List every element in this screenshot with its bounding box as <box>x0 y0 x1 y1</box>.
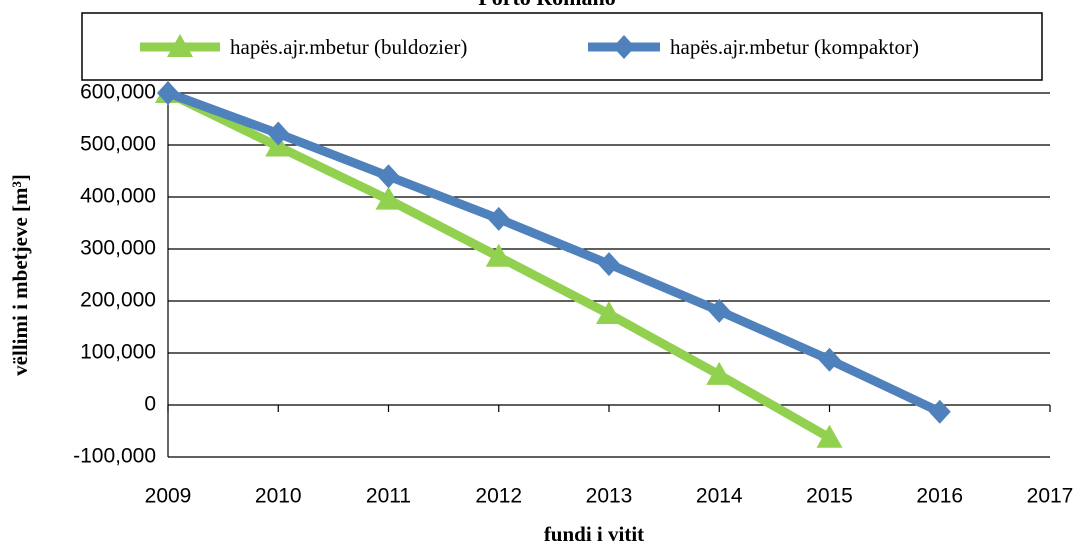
x-tick-label: 2009 <box>145 485 192 508</box>
x-tick-label: 2016 <box>916 485 963 508</box>
marker <box>377 164 400 189</box>
marker <box>613 35 635 59</box>
marker <box>487 206 510 231</box>
x-tick-label: 2011 <box>366 485 411 508</box>
marker <box>708 298 731 323</box>
y-axis-label: vëllimi i mbetjeve [m³] <box>8 174 32 376</box>
y-tick-label: 0 <box>144 393 156 416</box>
series-line <box>166 88 942 416</box>
x-tick-label: 2010 <box>255 485 302 508</box>
x-tick-label: 2015 <box>806 485 853 508</box>
x-axis-label: fundi i vitit <box>544 522 644 546</box>
marker <box>818 347 841 372</box>
y-tick-label: 200,000 <box>80 289 156 312</box>
marker <box>375 186 402 210</box>
y-tick-label: 300,000 <box>80 237 156 260</box>
marker <box>706 361 733 385</box>
y-tick-label: 600,000 <box>80 81 156 104</box>
marker <box>928 399 951 424</box>
legend-label: hapës.ajr.mbetur (buldozier) <box>230 35 467 59</box>
y-tick-label: 500,000 <box>80 133 156 156</box>
marker <box>167 34 193 57</box>
y-tick-label: -100,000 <box>73 445 156 468</box>
marker <box>598 252 620 277</box>
legend-box <box>81 12 1043 81</box>
marker <box>485 243 512 267</box>
chart-title: Porto Romano <box>478 0 615 10</box>
x-tick-label: 2014 <box>696 485 743 508</box>
x-tick-label: 2012 <box>475 485 522 508</box>
x-tick-label: 2017 <box>1027 485 1074 508</box>
y-tick-label: 400,000 <box>80 185 156 208</box>
legend-label: hapës.ajr.mbetur (kompaktor) <box>670 35 919 59</box>
marker <box>267 121 290 146</box>
marker <box>157 81 179 105</box>
marker <box>596 301 622 324</box>
x-tick-label: 2013 <box>586 485 633 508</box>
y-tick-label: 100,000 <box>80 341 156 364</box>
marker <box>816 424 843 448</box>
